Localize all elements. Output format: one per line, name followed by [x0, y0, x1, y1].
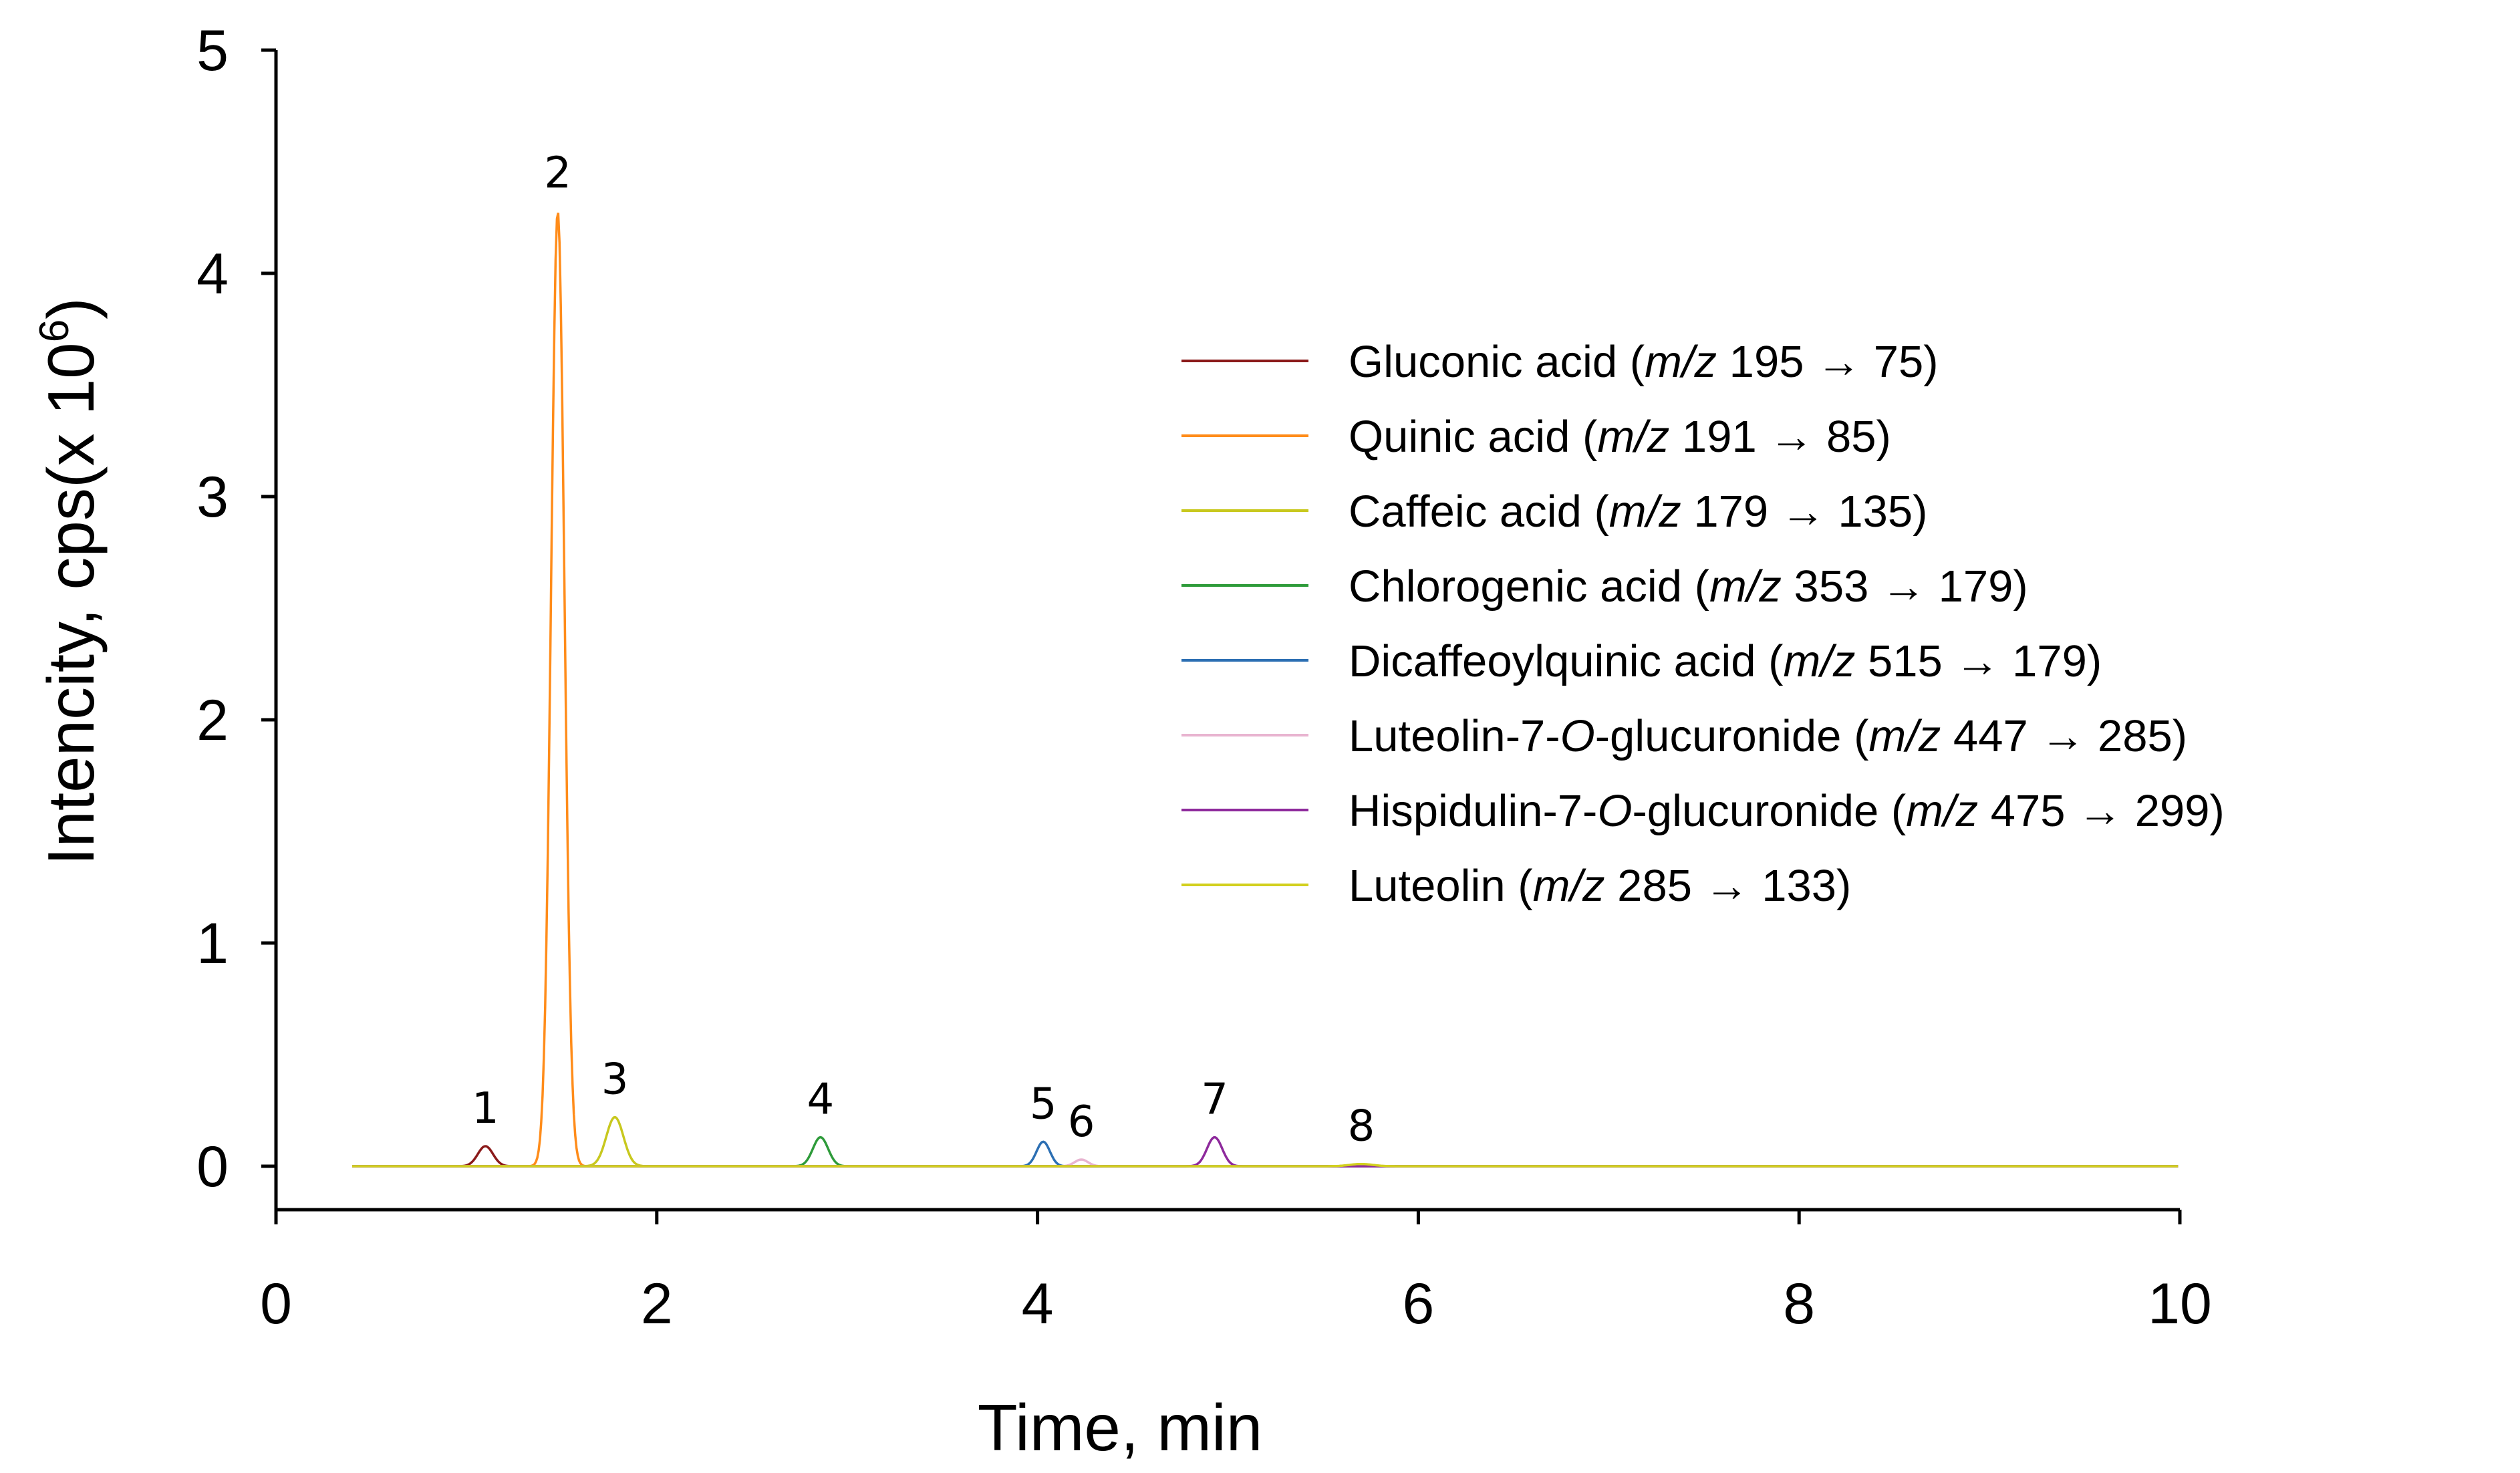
legend-text-part: Caffeic acid ( [1349, 487, 1609, 537]
legend-entry-3: Caffeic acid (m/z 179 → 135) [1349, 487, 1927, 537]
peak-label-1: 1 [472, 1084, 499, 1133]
legend-entry-5: Dicaffeoylquinic acid (m/z 515 → 179) [1349, 636, 2102, 686]
y-axis-title: Intencity, cps(x 106) [31, 297, 108, 865]
legend-text-part: O [1560, 711, 1595, 761]
x-axis-title: Time, min [978, 1391, 1263, 1464]
legend-text-part: 447 → 285) [1941, 711, 2187, 761]
legend-entry-6: Luteolin-7-O-glucuronide (m/z 447 → 285) [1349, 711, 2187, 761]
y-axis-title-close: ) [34, 297, 108, 319]
y-tick-label: 1 [196, 912, 229, 976]
legend-text-part: 191 → 85) [1669, 412, 1891, 462]
legend-text-part: m/z [1868, 711, 1941, 761]
y-tick-label: 2 [196, 688, 229, 753]
x-tick-label: 6 [1402, 1272, 1434, 1336]
y-axis-title-superscript: 6 [31, 319, 78, 342]
series-line-1 [352, 1145, 2179, 1168]
legend-text-part: 195 → 75) [1717, 337, 1938, 387]
peak-label-8: 8 [1348, 1102, 1375, 1152]
legend-text-part: m/z [1597, 412, 1669, 462]
peak-label-6: 6 [1068, 1097, 1095, 1147]
legend-text-part: m/z [1783, 636, 1855, 686]
legend-entry-8: Luteolin (m/z 285 → 133) [1349, 861, 1851, 911]
axis-ticks: 0 1 2 3 4 5 0 2 4 6 8 10 [196, 19, 2212, 1336]
peak-label-2: 2 [544, 148, 571, 198]
x-tick-label: 10 [2148, 1272, 2212, 1336]
legend-entry-4: Chlorogenic acid (m/z 353 → 179) [1349, 561, 2028, 612]
legend-text-part: 285 → 133) [1605, 861, 1852, 911]
peak-label-5: 5 [1030, 1079, 1057, 1129]
legend-text-part: m/z [1709, 561, 1782, 612]
legend-text-part: m/z [1609, 487, 1681, 537]
y-axis-title-text: Intencity, cps(x 10 [34, 342, 108, 865]
x-tick-label: 4 [1022, 1272, 1054, 1336]
legend-text-part: O [1597, 786, 1632, 836]
legend-text-part: 515 → 179) [1855, 636, 2102, 686]
x-tick-label: 0 [260, 1272, 292, 1336]
legend-text-part: 353 → 179) [1782, 561, 2028, 612]
legend-text-part: m/z [1906, 786, 1978, 836]
legend-entry-1: Gluconic acid (m/z 195 → 75) [1349, 337, 1939, 387]
legend-entry-7: Hispidulin-7-O-glucuronide (m/z 475 → 29… [1349, 786, 2225, 836]
y-tick-label: 0 [196, 1135, 229, 1199]
legend-text-part: -glucuronide ( [1595, 711, 1869, 761]
legend: Gluconic acid (m/z 195 → 75)Quinic acid … [1181, 337, 2225, 911]
y-tick-label: 4 [196, 242, 229, 306]
legend-text-part: 475 → 299) [1978, 786, 2225, 836]
legend-text-part: Dicaffeoylquinic acid ( [1349, 636, 1783, 686]
peak-labels: 1 2 3 4 5 6 7 8 [472, 148, 1375, 1151]
series-line-3 [352, 1115, 2179, 1168]
legend-text-part: -glucuronide ( [1633, 786, 1907, 836]
chart-axes [274, 50, 2180, 1212]
legend-text-part: 179 → 135) [1681, 487, 1928, 537]
legend-text-part: Luteolin-7- [1349, 711, 1560, 761]
legend-text-part: Gluconic acid ( [1349, 337, 1645, 387]
legend-text-part: Quinic acid ( [1349, 412, 1597, 462]
peak-label-3: 3 [601, 1055, 629, 1105]
legend-entry-2: Quinic acid (m/z 191 → 85) [1349, 412, 1891, 462]
legend-text-part: Chlorogenic acid ( [1349, 561, 1709, 612]
series-layer [352, 213, 2179, 1168]
x-tick-label: 8 [1783, 1272, 1815, 1336]
legend-text-part: m/z [1533, 861, 1605, 911]
series-line-8 [352, 1162, 2179, 1168]
y-tick-label: 3 [196, 465, 229, 529]
peak-label-7: 7 [1201, 1075, 1228, 1125]
legend-text-part: m/z [1645, 337, 1717, 387]
legend-text-part: Hispidulin-7- [1349, 786, 1597, 836]
peak-label-4: 4 [807, 1075, 834, 1125]
legend-text-part: Luteolin ( [1349, 861, 1533, 911]
x-tick-label: 2 [641, 1272, 673, 1336]
y-tick-label: 5 [196, 19, 229, 83]
